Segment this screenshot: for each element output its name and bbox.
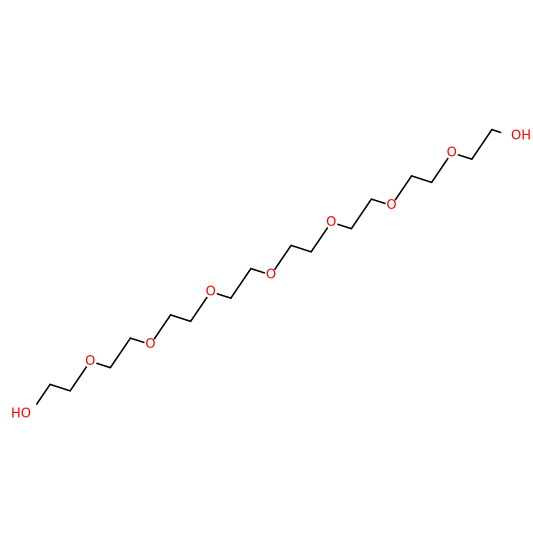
bond-20 <box>430 157 449 184</box>
bond-22 <box>471 128 493 160</box>
bond-23 <box>491 128 502 134</box>
bond-1 <box>49 383 71 392</box>
bond-9 <box>216 293 232 299</box>
bond-19 <box>410 175 433 184</box>
atom-label-1: O <box>85 354 95 369</box>
atom-label-3: O <box>206 284 216 299</box>
atom-label-5: O <box>326 215 336 230</box>
bond-6 <box>153 314 172 340</box>
atom-label-7: O <box>447 145 457 160</box>
bond-0 <box>35 383 51 405</box>
bond-4 <box>109 337 132 369</box>
atom-label-6: O <box>386 198 396 213</box>
atom-label-2: O <box>145 337 155 352</box>
atom-label-0: HO <box>11 407 31 422</box>
bond-8 <box>189 296 208 323</box>
atom-label-8: OH <box>511 129 531 144</box>
atom-label-4: O <box>266 268 276 283</box>
bond-10 <box>230 267 252 299</box>
bond-21 <box>457 154 473 160</box>
bonds-layer <box>35 128 502 405</box>
bond-14 <box>310 227 329 253</box>
bond-12 <box>274 244 292 271</box>
atom-labels-layer: HO O O O O O O O OH <box>11 129 531 422</box>
bond-5 <box>129 337 145 344</box>
bond-13 <box>290 244 312 253</box>
bond-16 <box>350 198 373 230</box>
bond-11 <box>250 267 266 274</box>
bond-3 <box>96 362 112 369</box>
bond-15 <box>337 223 353 230</box>
bond-17 <box>370 198 386 205</box>
bond-18 <box>394 175 413 201</box>
bond-2 <box>69 366 88 392</box>
bond-7 <box>169 314 192 323</box>
